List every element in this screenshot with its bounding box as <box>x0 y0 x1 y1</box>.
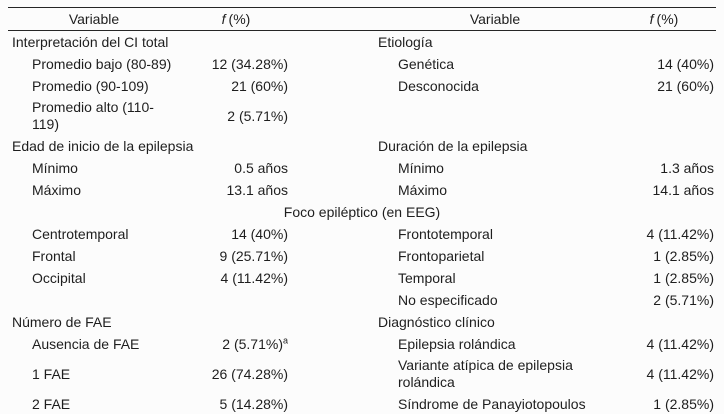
frequency-value-right: 1.3 años <box>660 159 714 176</box>
variable-label-left: Número de FAE <box>12 313 112 330</box>
f-symbol: f <box>221 11 226 27</box>
frequency-value-right: 14.1 años <box>652 181 715 198</box>
table-row: Frontal 9 (25.71%) Frontoparietal 1 (2.8… <box>8 245 716 267</box>
frequency-text: 2 (5.71%) <box>222 335 283 352</box>
table-row: Promedio (90-109) 21 (60%) Desconocida 2… <box>8 75 716 97</box>
table-row: Máximo 13.1 años Máximo 14.1 años <box>8 179 716 201</box>
table-row: Mínimo 0.5 años Mínimo 1.3 años <box>8 157 716 179</box>
spanning-section-header: Foco epiléptico (en EEG) <box>283 204 441 220</box>
variable-label-left: Interpretación del CI total <box>12 33 169 50</box>
variable-label-left: 1 FAE <box>32 365 71 382</box>
variable-label-right: Mínimo <box>398 159 444 176</box>
table-header-row: Variable f (%) Variable f (%) <box>8 7 716 31</box>
frequency-value-right: 4 (11.42%) <box>646 225 714 242</box>
footnote-marker: a <box>282 334 288 345</box>
column-header-frequency-left: f (%) <box>180 11 292 27</box>
table-row: 2 FAE 5 (14.28%) Síndrome de Panayiotopo… <box>8 393 716 414</box>
percent-label: (%) <box>228 11 251 27</box>
table-row: Occipital 4 (11.42%) Temporal 1 (2.85%) <box>8 267 716 289</box>
frequency-value-right: 4 (11.42%) <box>646 365 714 382</box>
variable-label-right: Temporal <box>398 269 456 286</box>
table-row-section: Número de FAE Diagnóstico clínico <box>8 311 716 333</box>
frequency-value-left: 9 (25.71%) <box>219 247 288 264</box>
column-header-variable-left: Variable <box>68 11 120 27</box>
table-row: Promedio bajo (80-89) 12 (34.28%) Genéti… <box>8 53 716 75</box>
frequency-value-left: 21 (60%) <box>231 77 288 94</box>
percent-label: (%) <box>656 11 679 27</box>
table-row: Ausencia de FAE 2 (5.71%)a Epilepsia rol… <box>8 333 716 355</box>
frequency-value-left: 14 (40%) <box>231 225 288 242</box>
frequency-value-left: 0.5 años <box>234 159 288 176</box>
variable-label-right: Desconocida <box>398 77 479 94</box>
frequency-value-left: 26 (74.28%) <box>211 365 288 382</box>
variable-label-right: Epilepsia rolándica <box>398 335 516 352</box>
variable-label-left: Frontal <box>32 247 76 264</box>
results-table: Variable f (%) Variable f (%) Interpretaci… <box>8 7 716 414</box>
frequency-value-right: 4 (11.42%) <box>646 335 714 352</box>
variable-label-left: Mínimo <box>32 159 78 176</box>
variable-label-left: Promedio (90-109) <box>32 77 149 94</box>
variable-label-right: Frontotemporal <box>398 225 493 242</box>
variable-label-left: Promedio bajo (80-89) <box>32 55 172 72</box>
column-header-variable-right: Variable <box>469 11 521 27</box>
frequency-value-left: 2 (5.71%)a <box>180 334 292 353</box>
variable-label-left: Ausencia de FAE <box>32 335 140 352</box>
frequency-value-right: 14 (40%) <box>657 55 714 72</box>
variable-label-right: Genética <box>398 55 455 72</box>
frequency-value-left: 2 (5.71%) <box>227 107 288 124</box>
frequency-value-left: 4 (11.42%) <box>220 269 288 286</box>
frequency-value-right: 1 (2.85%) <box>653 395 714 412</box>
column-header-frequency-right: f (%) <box>612 11 716 27</box>
variable-label-right: Frontoparietal <box>398 247 485 264</box>
variable-label-right: No especificado <box>398 291 498 308</box>
variable-label-right: Variante atípica de epilepsia rolándica <box>398 357 573 390</box>
table-row: Centrotemporal 14 (40%) Frontotemporal 4… <box>8 223 716 245</box>
frequency-value-left: 13.1 años <box>226 181 289 198</box>
table-row-section: Edad de inicio de la epilepsia Duración … <box>8 135 716 157</box>
variable-label-right: Duración de la epilepsia <box>378 137 528 154</box>
table-row: No especificado 2 (5.71%) <box>8 289 716 311</box>
variable-label-left: Centrotemporal <box>32 225 129 242</box>
frequency-value-right: 1 (2.85%) <box>653 269 714 286</box>
variable-label-left: Promedio alto (110-119) <box>32 99 154 132</box>
variable-label-left: Máximo <box>32 181 82 198</box>
frequency-value-left: 12 (34.28%) <box>211 55 288 72</box>
variable-label-left: 2 FAE <box>32 395 71 412</box>
frequency-value-left: 5 (14.28%) <box>219 395 288 412</box>
table-row-section: Interpretación del CI total Etiología <box>8 31 716 53</box>
frequency-value-right: 1 (2.85%) <box>653 247 714 264</box>
variable-label-left: Occipital <box>32 269 86 286</box>
variable-label-right: Máximo <box>398 181 448 198</box>
table-row: Promedio alto (110-119) 2 (5.71%) <box>8 97 716 135</box>
variable-label-right: Etiología <box>378 33 433 50</box>
variable-label-right: Síndrome de Panayiotopoulos <box>398 395 586 412</box>
variable-label-right: Diagnóstico clínico <box>378 313 495 330</box>
variable-label-left: Edad de inicio de la epilepsia <box>12 137 194 154</box>
table-row: 1 FAE 26 (74.28%) Variante atípica de ep… <box>8 355 716 393</box>
frequency-value-right: 21 (60%) <box>657 77 714 94</box>
frequency-value-right: 2 (5.71%) <box>653 291 714 308</box>
f-symbol: f <box>649 11 654 27</box>
